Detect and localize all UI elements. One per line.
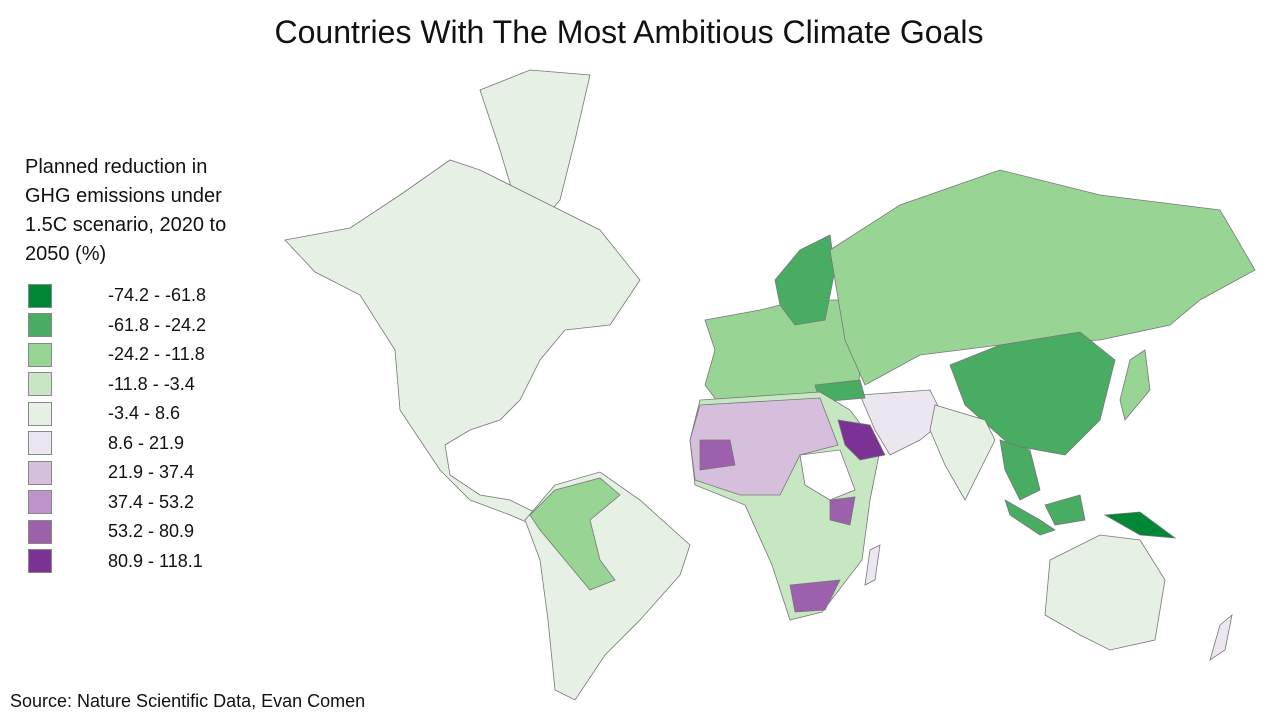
legend-label: 8.6 - 21.9 [108, 432, 185, 453]
legend-label: 80.9 - 118.1 [108, 550, 203, 571]
legend-item: -74.2 - -61.8 [28, 281, 206, 311]
india [929, 404, 996, 501]
greenland [479, 69, 591, 236]
madagascar [864, 544, 881, 586]
legend-item: 8.6 - 21.9 [28, 429, 206, 459]
legend-item: 53.2 - 80.9 [28, 517, 206, 547]
legend-label: 53.2 - 80.9 [108, 521, 195, 542]
legend-swatch [28, 519, 52, 544]
legend-label: -24.2 - -11.8 [108, 344, 205, 365]
russia [829, 169, 1256, 386]
legend-item: 37.4 - 53.2 [28, 488, 206, 518]
south-africa [789, 579, 841, 613]
legend-swatch [28, 460, 52, 485]
legend-item: -3.4 - 8.6 [28, 399, 206, 429]
saudi-arabia [837, 419, 886, 461]
legend-swatch [28, 431, 52, 456]
legend-label: 21.9 - 37.4 [108, 462, 195, 483]
legend-item: -11.8 - -3.4 [28, 370, 206, 400]
legend-item: 80.9 - 118.1 [28, 547, 206, 577]
legend-swatch [28, 401, 52, 426]
legend-swatch [28, 549, 52, 574]
chart-title: Countries With The Most Ambitious Climat… [274, 14, 984, 50]
papua-new-guinea [1103, 511, 1177, 539]
source-note: Source: Nature Scientific Data, Evan Com… [10, 691, 366, 711]
japan [1119, 349, 1151, 421]
east-africa-blank [799, 449, 856, 501]
andes-region [529, 477, 621, 591]
scandinavia [774, 234, 836, 326]
legend-item: 21.9 - 37.4 [28, 458, 206, 488]
legend-label: 37.4 - 53.2 [108, 491, 195, 512]
legend-swatch [28, 283, 52, 308]
indonesia [1004, 494, 1086, 536]
legend-swatch [28, 313, 52, 338]
legend-label: -11.8 - -3.4 [108, 373, 195, 394]
legend-label: -61.8 - -24.2 [108, 314, 207, 335]
kenya-region [829, 496, 856, 526]
legend-label: -74.2 - -61.8 [108, 285, 207, 306]
legend-label: -3.4 - 8.6 [108, 403, 181, 424]
legend-title: Planned reduction in GHG emissions under… [25, 156, 227, 265]
north-america [284, 159, 641, 531]
middle-east [859, 389, 946, 456]
southeast-asia [999, 439, 1041, 501]
legend-swatch [28, 490, 52, 515]
legend-item: -24.2 - -11.8 [28, 340, 206, 370]
legend: -74.2 - -61.8 -61.8 - -24.2 -24.2 - -11.8 -… [28, 281, 206, 576]
west-africa-high [699, 439, 736, 471]
australia [1044, 534, 1166, 651]
north-africa [689, 397, 839, 496]
legend-swatch [28, 372, 52, 397]
legend-swatch [28, 342, 52, 367]
legend-item: -61.8 - -24.2 [28, 311, 206, 341]
new-zealand [1209, 613, 1233, 661]
